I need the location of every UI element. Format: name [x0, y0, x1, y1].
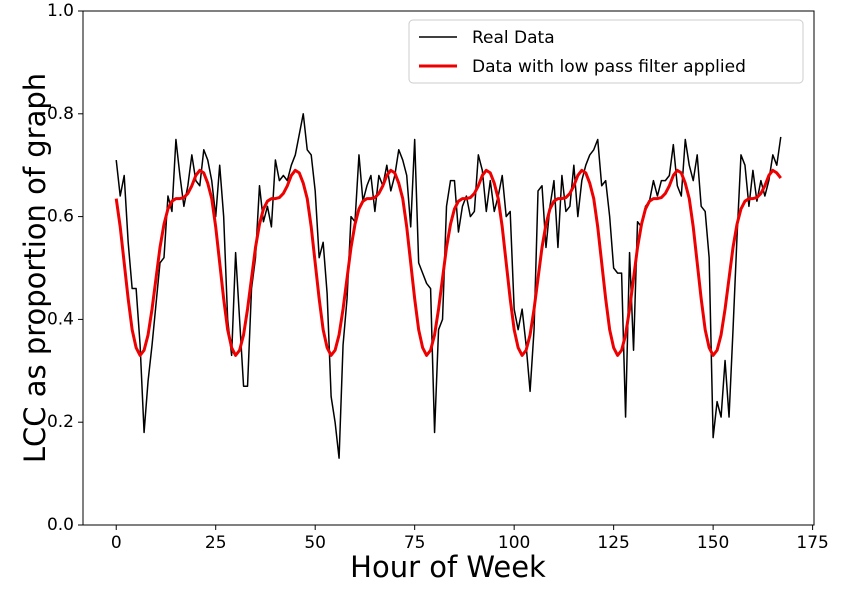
- y-tick-label: 0.6: [47, 207, 74, 227]
- y-tick-label: 0.8: [47, 104, 74, 124]
- plot-frame: [82, 10, 815, 526]
- x-tick-label: 75: [404, 533, 426, 553]
- x-tick-label: 150: [697, 533, 729, 553]
- y-tick-label: 0.4: [47, 309, 74, 329]
- x-tick-label: 0: [111, 533, 122, 553]
- x-tick-label: 50: [304, 533, 326, 553]
- legend-label: Data with low pass filter applied: [472, 57, 746, 77]
- series-line: [114, 168, 782, 357]
- x-tick-label: 125: [597, 533, 629, 553]
- x-tick-label: 100: [498, 533, 530, 553]
- y-tick-label: 1.0: [47, 1, 74, 21]
- x-tick-label: 175: [796, 533, 828, 553]
- y-tick-label: 0.2: [47, 412, 74, 432]
- series-line: [115, 113, 782, 459]
- x-tick-label: 25: [205, 533, 227, 553]
- legend-box: [408, 19, 804, 84]
- legend-label: Real Data: [472, 28, 555, 48]
- x-axis-label: Hour of Week: [350, 550, 546, 584]
- y-axis-label: LCC as proportion of graph: [18, 73, 52, 463]
- y-tick-label: 0.0: [47, 515, 74, 535]
